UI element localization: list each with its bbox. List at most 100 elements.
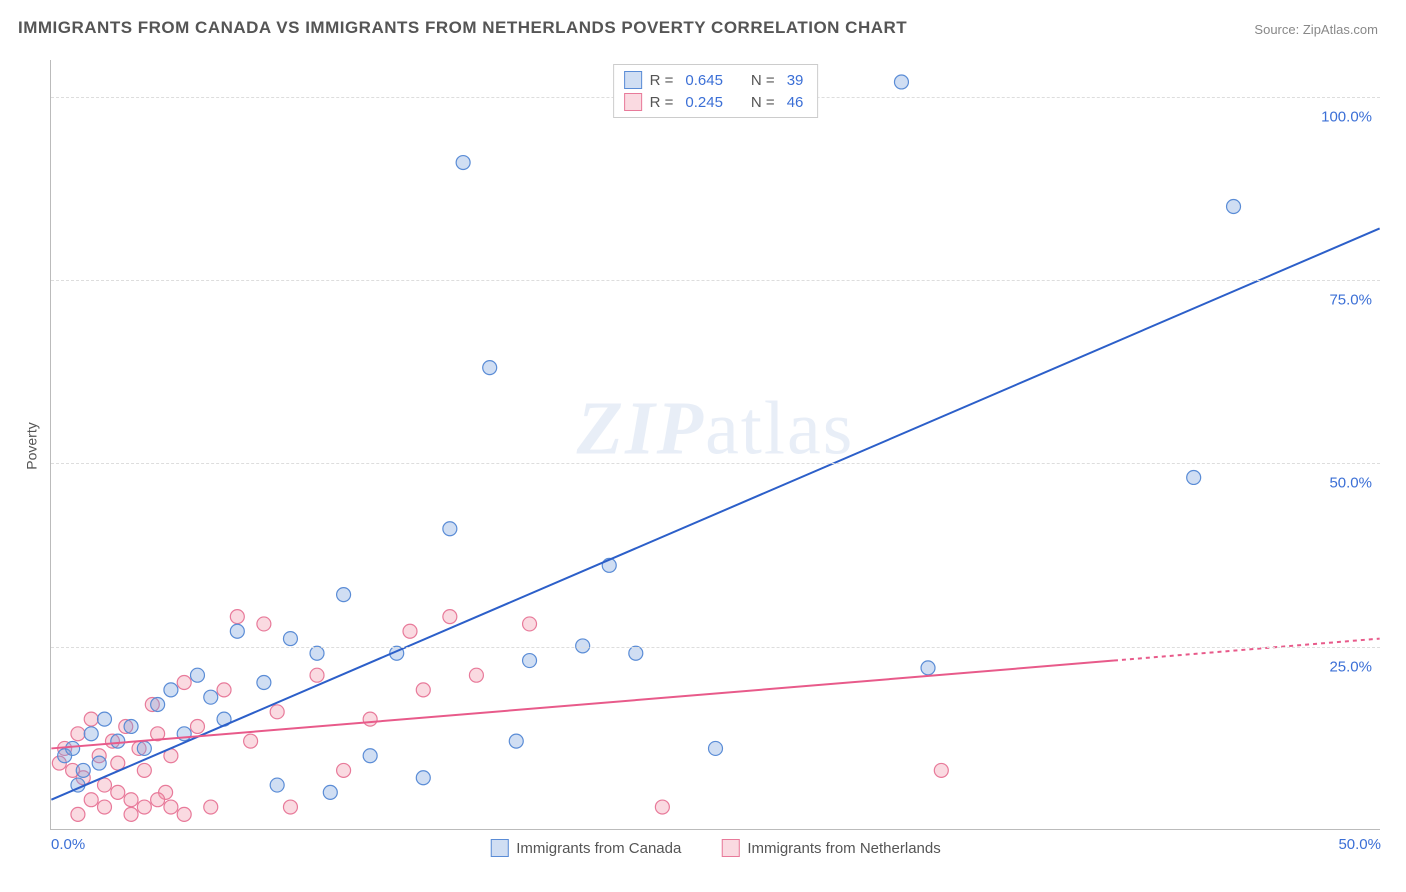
data-point bbox=[177, 676, 191, 690]
data-point bbox=[124, 719, 138, 733]
stats-row-netherlands: R = 0.245 N = 46 bbox=[624, 91, 808, 113]
chart-svg bbox=[51, 60, 1380, 829]
data-point bbox=[483, 361, 497, 375]
data-point bbox=[323, 785, 337, 799]
data-point bbox=[204, 800, 218, 814]
legend-item-netherlands: Immigrants from Netherlands bbox=[721, 839, 940, 857]
y-axis-label: Poverty bbox=[24, 422, 40, 469]
data-point bbox=[92, 756, 106, 770]
stats-legend: R = 0.645 N = 39 R = 0.245 N = 46 bbox=[613, 64, 819, 118]
grid-line bbox=[51, 280, 1380, 281]
x-tick-label: 50.0% bbox=[1338, 836, 1381, 853]
data-point bbox=[190, 719, 204, 733]
r-label: R = bbox=[650, 72, 674, 89]
swatch-netherlands-icon bbox=[624, 93, 642, 111]
data-point bbox=[230, 610, 244, 624]
plot-area: ZIPatlas R = 0.645 N = 39 R = 0.245 N = … bbox=[50, 60, 1380, 830]
y-tick-label: 100.0% bbox=[1321, 108, 1372, 125]
data-point bbox=[71, 807, 85, 821]
data-point bbox=[469, 668, 483, 682]
data-point bbox=[337, 763, 351, 777]
data-point bbox=[456, 156, 470, 170]
data-point bbox=[1227, 199, 1241, 213]
data-point bbox=[509, 734, 523, 748]
data-point bbox=[403, 624, 417, 638]
swatch-netherlands-icon bbox=[721, 839, 739, 857]
data-point bbox=[934, 763, 948, 777]
swatch-canada-icon bbox=[624, 71, 642, 89]
legend-label-canada: Immigrants from Canada bbox=[516, 840, 681, 857]
data-point bbox=[84, 793, 98, 807]
legend-label-netherlands: Immigrants from Netherlands bbox=[747, 840, 940, 857]
trend-line bbox=[51, 228, 1379, 799]
data-point bbox=[71, 727, 85, 741]
y-tick-label: 75.0% bbox=[1329, 292, 1372, 309]
n-value-netherlands: 46 bbox=[783, 94, 808, 111]
data-point bbox=[363, 749, 377, 763]
data-point bbox=[283, 800, 297, 814]
data-point bbox=[1187, 470, 1201, 484]
data-point bbox=[363, 712, 377, 726]
data-point bbox=[137, 741, 151, 755]
data-point bbox=[217, 683, 231, 697]
data-point bbox=[84, 727, 98, 741]
data-point bbox=[629, 646, 643, 660]
data-point bbox=[244, 734, 258, 748]
y-tick-label: 25.0% bbox=[1329, 658, 1372, 675]
data-point bbox=[98, 778, 112, 792]
data-point bbox=[177, 807, 191, 821]
x-tick-label: 0.0% bbox=[51, 836, 85, 853]
data-point bbox=[270, 705, 284, 719]
series-legend: Immigrants from Canada Immigrants from N… bbox=[490, 839, 940, 857]
y-tick-label: 50.0% bbox=[1329, 475, 1372, 492]
data-point bbox=[523, 654, 537, 668]
data-point bbox=[523, 617, 537, 631]
r-value-canada: 0.645 bbox=[681, 72, 727, 89]
data-point bbox=[257, 617, 271, 631]
source-attribution: Source: ZipAtlas.com bbox=[1254, 22, 1378, 37]
data-point bbox=[709, 741, 723, 755]
data-point bbox=[84, 712, 98, 726]
data-point bbox=[164, 800, 178, 814]
r-label: R = bbox=[650, 94, 674, 111]
data-point bbox=[151, 698, 165, 712]
n-value-canada: 39 bbox=[783, 72, 808, 89]
data-point bbox=[98, 712, 112, 726]
data-point bbox=[655, 800, 669, 814]
data-point bbox=[283, 632, 297, 646]
data-point bbox=[66, 741, 80, 755]
data-point bbox=[337, 588, 351, 602]
data-point bbox=[111, 785, 125, 799]
data-point bbox=[164, 683, 178, 697]
data-point bbox=[310, 646, 324, 660]
n-label: N = bbox=[751, 72, 775, 89]
data-point bbox=[310, 668, 324, 682]
data-point bbox=[894, 75, 908, 89]
data-point bbox=[190, 668, 204, 682]
data-point bbox=[921, 661, 935, 675]
data-point bbox=[416, 771, 430, 785]
n-label: N = bbox=[751, 94, 775, 111]
data-point bbox=[137, 763, 151, 777]
data-point bbox=[204, 690, 218, 704]
grid-line bbox=[51, 463, 1380, 464]
data-point bbox=[230, 624, 244, 638]
source-value: ZipAtlas.com bbox=[1303, 22, 1378, 37]
data-point bbox=[76, 763, 90, 777]
data-point bbox=[98, 800, 112, 814]
swatch-canada-icon bbox=[490, 839, 508, 857]
data-point bbox=[257, 676, 271, 690]
data-point bbox=[151, 793, 165, 807]
data-point bbox=[416, 683, 430, 697]
data-point bbox=[124, 807, 138, 821]
data-point bbox=[137, 800, 151, 814]
data-point bbox=[111, 734, 125, 748]
legend-item-canada: Immigrants from Canada bbox=[490, 839, 681, 857]
source-label: Source: bbox=[1254, 22, 1299, 37]
data-point bbox=[124, 793, 138, 807]
grid-line bbox=[51, 647, 1380, 648]
stats-row-canada: R = 0.645 N = 39 bbox=[624, 69, 808, 91]
r-value-netherlands: 0.245 bbox=[681, 94, 727, 111]
chart-title: IMMIGRANTS FROM CANADA VS IMMIGRANTS FRO… bbox=[18, 18, 907, 38]
data-point bbox=[443, 522, 457, 536]
